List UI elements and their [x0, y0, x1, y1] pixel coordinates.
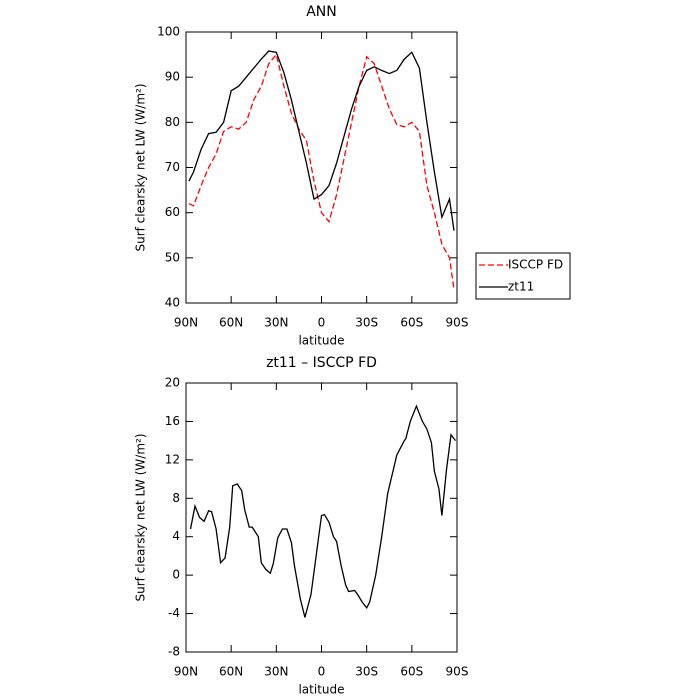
- y-tick-label: 20: [165, 376, 180, 390]
- x-tick-label: 30N: [264, 665, 288, 679]
- legend-box: [475, 252, 571, 300]
- y-axis-label: Surf clearsky net LW (W/m²): [134, 433, 148, 601]
- data-line: [189, 404, 457, 618]
- y-tick-label: -4: [168, 606, 180, 620]
- chart-title: ANN: [306, 4, 337, 20]
- y-tick-label: 8: [172, 491, 180, 505]
- legend-label: zt11: [508, 280, 534, 294]
- x-tick-label: 30S: [355, 316, 378, 330]
- x-tick-label: 90S: [446, 316, 469, 330]
- data-line: [188, 50, 455, 231]
- x-tick-label: 30N: [264, 316, 288, 330]
- x-axis-label: latitude: [298, 334, 344, 348]
- y-tick-label: -8: [168, 645, 180, 659]
- y-tick-label: 0: [172, 568, 180, 582]
- plot-frame: [185, 31, 458, 304]
- y-tick-label: 90: [165, 70, 180, 84]
- y-tick-label: 80: [165, 115, 180, 129]
- y-tick-label: 50: [165, 250, 180, 264]
- x-tick-label: 30S: [355, 665, 378, 679]
- x-tick-label: 60N: [219, 665, 243, 679]
- y-tick-label: 100: [157, 25, 180, 39]
- x-tick-label: 90N: [174, 316, 198, 330]
- y-tick-label: 12: [165, 452, 180, 466]
- data-line: [188, 53, 455, 290]
- y-tick-label: 16: [165, 414, 180, 428]
- x-tick-label: 60S: [400, 316, 423, 330]
- y-tick-label: 40: [165, 296, 180, 310]
- x-tick-label: 60N: [219, 316, 243, 330]
- x-axis-label: latitude: [298, 683, 344, 697]
- y-tick-label: 4: [172, 529, 180, 543]
- y-tick-label: 70: [165, 160, 180, 174]
- x-tick-label: 60S: [400, 665, 423, 679]
- x-tick-label: 90N: [174, 665, 198, 679]
- y-tick-label: 60: [165, 205, 180, 219]
- y-axis-label: Surf clearsky net LW (W/m²): [134, 83, 148, 251]
- chart-title: zt11 – ISCCP FD: [266, 355, 377, 371]
- legend-label: ISCCP FD: [508, 258, 563, 272]
- x-tick-label: 0: [318, 316, 326, 330]
- x-tick-label: 90S: [446, 665, 469, 679]
- x-tick-label: 0: [318, 665, 326, 679]
